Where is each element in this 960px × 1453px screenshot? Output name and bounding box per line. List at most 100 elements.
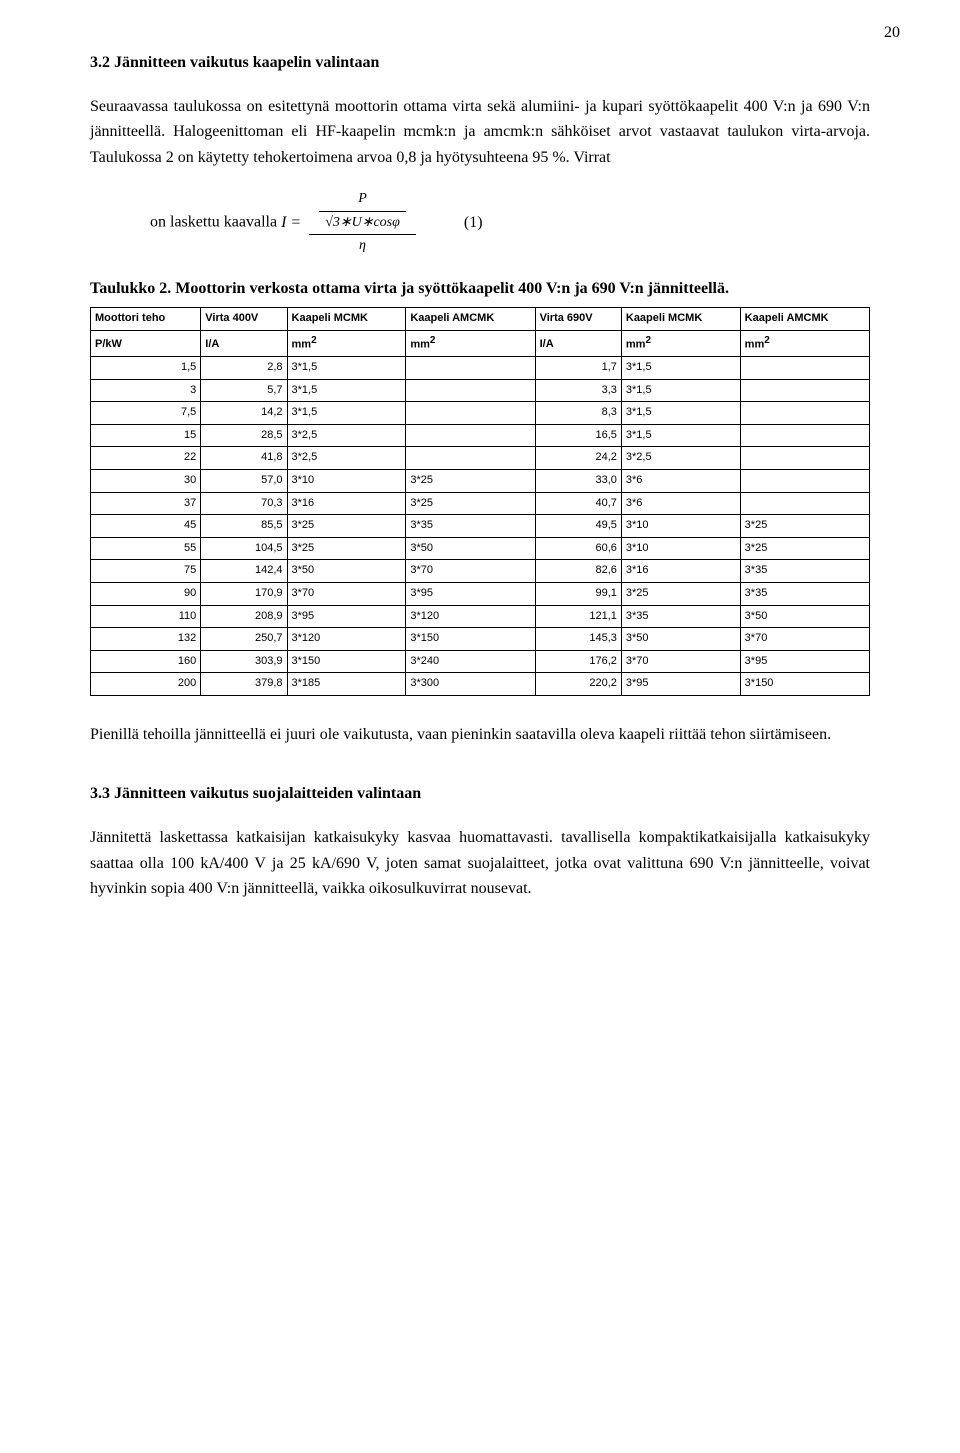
table-cell: 3*2,5 — [287, 424, 406, 447]
table-cell: 3*10 — [621, 537, 740, 560]
table-cell: 24,2 — [535, 447, 621, 470]
table-row: 1,52,83*1,51,73*1,5 — [91, 356, 870, 379]
table-cell: 3*50 — [621, 628, 740, 651]
table-cell — [740, 447, 869, 470]
table-cell: 8,3 — [535, 402, 621, 425]
table-cell: 3*6 — [621, 469, 740, 492]
table-cell: 110 — [91, 605, 201, 628]
table-header-cell: Moottori teho — [91, 308, 201, 331]
table-cell: 208,9 — [201, 605, 287, 628]
table-cell: 3*25 — [740, 515, 869, 538]
table-row: 160303,93*1503*240176,23*703*95 — [91, 650, 870, 673]
table-row: 110208,93*953*120121,13*353*50 — [91, 605, 870, 628]
section-3-2-paragraph-1: Seuraavassa taulukossa on esitettynä moo… — [90, 94, 870, 171]
table-cell: 142,4 — [201, 560, 287, 583]
table-cell: 3*50 — [287, 560, 406, 583]
table-units-cell: I/A — [201, 330, 287, 356]
table-cell — [406, 402, 535, 425]
table-cell: 3*2,5 — [287, 447, 406, 470]
table-cell — [740, 469, 869, 492]
table-cell: 3*10 — [287, 469, 406, 492]
table-cell: 90 — [91, 582, 201, 605]
table-cell: 82,6 — [535, 560, 621, 583]
table-cell — [740, 379, 869, 402]
table-cell: 220,2 — [535, 673, 621, 696]
table-header-cell: Virta 690V — [535, 308, 621, 331]
table-cell: 22 — [91, 447, 201, 470]
table-row: 2241,83*2,524,23*2,5 — [91, 447, 870, 470]
table-cell: 5,7 — [201, 379, 287, 402]
table-cell: 3*70 — [406, 560, 535, 583]
table-cell: 37 — [91, 492, 201, 515]
table-cell: 3*1,5 — [287, 402, 406, 425]
formula-denominator: √3∗U∗cosφ — [319, 212, 406, 234]
table-cell: 3*25 — [740, 537, 869, 560]
table-cell: 200 — [91, 673, 201, 696]
table-row: 7,514,23*1,58,33*1,5 — [91, 402, 870, 425]
section-3-3-heading: 3.3 Jännitteen vaikutus suojalaitteiden … — [90, 781, 870, 807]
table-cell: 3*1,5 — [621, 424, 740, 447]
table-cell: 250,7 — [201, 628, 287, 651]
table-cell: 3*300 — [406, 673, 535, 696]
table-row: 200379,83*1853*300220,23*953*150 — [91, 673, 870, 696]
table-cell: 3*120 — [406, 605, 535, 628]
table-cell — [406, 379, 535, 402]
equation-number: (1) — [464, 214, 483, 231]
table-cell: 3*25 — [287, 537, 406, 560]
table-units-cell: mm2 — [406, 330, 535, 356]
section-3-2-heading: 3.2 Jännitteen vaikutus kaapelin valinta… — [90, 50, 870, 76]
table-row: 35,73*1,53,33*1,5 — [91, 379, 870, 402]
table-units-row: P/kWI/Amm2mm2I/Amm2mm2 — [91, 330, 870, 356]
table-units-cell: I/A — [535, 330, 621, 356]
table-cell — [406, 447, 535, 470]
table-cell: 3*95 — [740, 650, 869, 673]
table-body: 1,52,83*1,51,73*1,535,73*1,53,33*1,57,51… — [91, 356, 870, 695]
table-cell: 3*95 — [406, 582, 535, 605]
table-2-caption: Taulukko 2. Moottorin verkosta ottama vi… — [90, 276, 870, 302]
table-cell: 3*16 — [621, 560, 740, 583]
table-cell: 3*70 — [287, 582, 406, 605]
table-units-cell: mm2 — [287, 330, 406, 356]
table-cell: 3 — [91, 379, 201, 402]
table-cell: 3*6 — [621, 492, 740, 515]
after-table-paragraph: Pienillä tehoilla jännitteellä ei juuri … — [90, 722, 870, 748]
table-cell: 3*35 — [621, 605, 740, 628]
table-cell: 3*25 — [406, 492, 535, 515]
table-cell: 40,7 — [535, 492, 621, 515]
table-cell: 104,5 — [201, 537, 287, 560]
page-number: 20 — [884, 20, 900, 46]
table-cell: 160 — [91, 650, 201, 673]
table-cell: 3*1,5 — [621, 356, 740, 379]
table-cell: 170,9 — [201, 582, 287, 605]
table-header-cell: Virta 400V — [201, 308, 287, 331]
table-cell — [740, 492, 869, 515]
table-cell: 3*95 — [287, 605, 406, 628]
table-cell: 30 — [91, 469, 201, 492]
table-cell: 3*1,5 — [621, 402, 740, 425]
table-cell: 3*2,5 — [621, 447, 740, 470]
formula-line: on laskettu kaavalla I = P √3∗U∗cosφ η (… — [150, 188, 870, 257]
table-cell: 3*1,5 — [287, 356, 406, 379]
table-cell — [406, 424, 535, 447]
table-row: 90170,93*703*9599,13*253*35 — [91, 582, 870, 605]
table-cell: 60,6 — [535, 537, 621, 560]
table-cell: 7,5 — [91, 402, 201, 425]
table-cell: 3*150 — [740, 673, 869, 696]
table-cell: 3*120 — [287, 628, 406, 651]
table-row: 132250,73*1203*150145,33*503*70 — [91, 628, 870, 651]
table-cell: 3*70 — [740, 628, 869, 651]
table-header-cell: Kaapeli MCMK — [287, 308, 406, 331]
table-cell — [406, 356, 535, 379]
table-cell: 3*35 — [406, 515, 535, 538]
table-cell: 379,8 — [201, 673, 287, 696]
table-row: 55104,53*253*5060,63*103*25 — [91, 537, 870, 560]
table-row: 1528,53*2,516,53*1,5 — [91, 424, 870, 447]
table-cell: 303,9 — [201, 650, 287, 673]
table-row: 3770,33*163*2540,73*6 — [91, 492, 870, 515]
table-cell: 41,8 — [201, 447, 287, 470]
table-cell: 3*240 — [406, 650, 535, 673]
table-cell: 3*25 — [406, 469, 535, 492]
table-cell: 3*10 — [621, 515, 740, 538]
table-units-cell: mm2 — [740, 330, 869, 356]
table-cell: 99,1 — [535, 582, 621, 605]
